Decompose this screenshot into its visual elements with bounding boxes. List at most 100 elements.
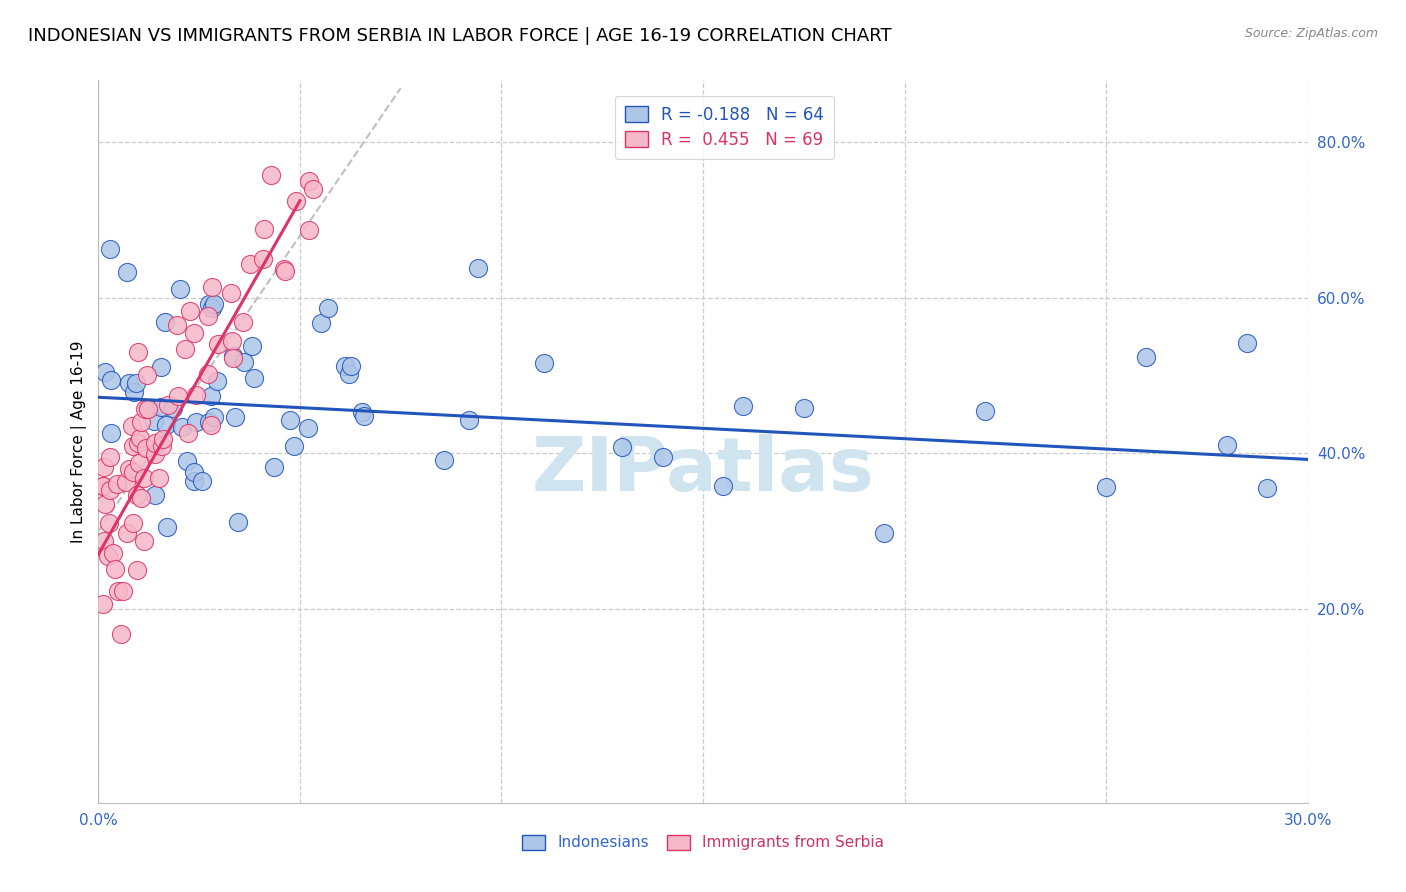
Point (105, 476, 128, 491)
Point (340, 359, 363, 373)
Point (129, 431, 152, 445)
Point (191, 474, 214, 488)
Point (184, 388, 207, 402)
Point (176, 453, 198, 467)
Point (283, 439, 305, 453)
Point (142, 413, 165, 427)
Point (353, 409, 375, 423)
Point (111, 584, 134, 599)
Point (467, 260, 489, 275)
Point (125, 563, 148, 577)
Point (224, 410, 246, 425)
Point (243, 371, 266, 385)
Point (651, 450, 673, 465)
Point (733, 399, 755, 413)
Point (117, 461, 139, 475)
Point (222, 349, 245, 363)
Point (100, 373, 122, 387)
Point (94, 365, 117, 379)
Point (91, 478, 114, 492)
Point (337, 367, 360, 381)
Point (183, 465, 205, 479)
Point (122, 385, 145, 400)
Point (239, 257, 262, 271)
Point (284, 194, 307, 208)
Point (150, 439, 173, 453)
Point (1135, 350, 1157, 364)
Point (121, 419, 143, 434)
Point (93, 459, 115, 474)
Point (149, 360, 172, 375)
Point (318, 301, 340, 315)
Point (207, 336, 229, 351)
Point (93, 479, 115, 493)
Point (135, 368, 157, 383)
Point (166, 318, 188, 332)
Point (311, 316, 333, 330)
Point (974, 404, 997, 418)
Point (240, 339, 263, 353)
Point (98, 243, 121, 257)
Point (107, 584, 129, 599)
Point (263, 460, 285, 475)
Point (183, 326, 205, 340)
Point (125, 488, 148, 502)
Point (143, 488, 166, 502)
Legend: Indonesians, Immigrants from Serbia: Indonesians, Immigrants from Serbia (516, 829, 890, 856)
Point (183, 474, 205, 488)
Text: ZIPatlas: ZIPatlas (531, 434, 875, 507)
Point (350, 404, 373, 418)
Point (170, 420, 193, 434)
Point (110, 627, 132, 641)
Point (148, 471, 170, 485)
Point (101, 546, 124, 560)
Point (98, 450, 121, 464)
Point (117, 265, 139, 279)
Point (226, 515, 249, 529)
Point (260, 168, 283, 182)
Point (297, 421, 319, 435)
Point (232, 314, 254, 328)
Point (131, 415, 153, 429)
Point (173, 342, 195, 356)
Point (197, 297, 219, 311)
Point (200, 389, 222, 403)
Point (136, 401, 159, 416)
Text: INDONESIAN VS IMMIGRANTS FROM SERBIA IN LABOR FORCE | AGE 16-19 CORRELATION CHAR: INDONESIAN VS IMMIGRANTS FROM SERBIA IN … (28, 27, 891, 45)
Point (91, 597, 114, 611)
Point (125, 376, 148, 390)
Point (177, 426, 200, 441)
Y-axis label: In Labor Force | Age 16-19: In Labor Force | Age 16-19 (72, 340, 87, 543)
Point (150, 400, 173, 414)
Point (128, 456, 150, 470)
Point (298, 174, 321, 188)
Point (98, 516, 121, 530)
Point (186, 415, 208, 429)
Point (202, 410, 225, 425)
Point (167, 389, 190, 403)
Point (136, 402, 159, 417)
Point (201, 301, 224, 315)
Point (711, 479, 734, 493)
Point (873, 526, 896, 541)
Point (197, 310, 219, 324)
Point (197, 415, 219, 429)
Point (104, 562, 127, 576)
Point (115, 526, 138, 541)
Point (94, 497, 117, 511)
Point (253, 221, 276, 235)
Point (118, 376, 141, 391)
Point (143, 436, 166, 450)
Point (127, 344, 149, 359)
Point (197, 367, 219, 381)
Point (135, 442, 157, 456)
Point (122, 465, 145, 479)
Point (252, 252, 274, 266)
Point (273, 261, 295, 276)
Point (169, 282, 191, 296)
Point (301, 182, 323, 196)
Point (155, 519, 177, 533)
Point (100, 425, 122, 440)
Point (162, 401, 184, 415)
Point (179, 304, 201, 318)
